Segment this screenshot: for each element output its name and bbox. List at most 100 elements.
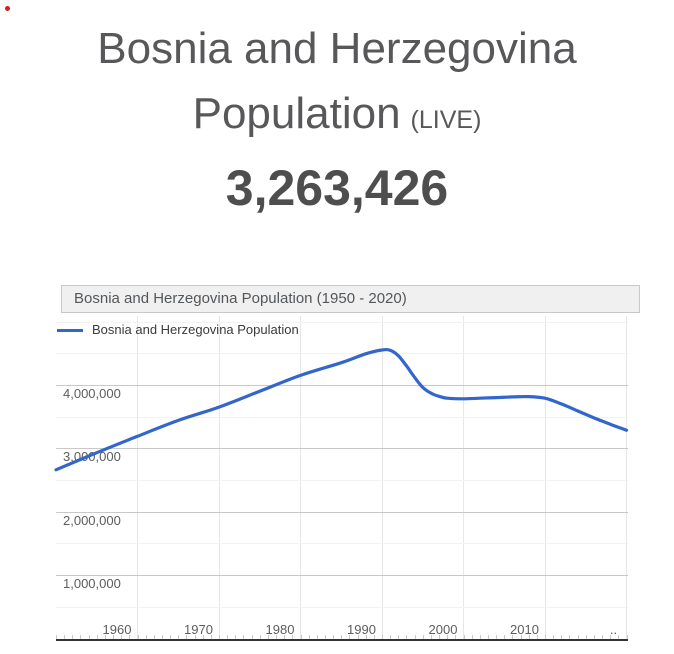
x-axis-tick: [64, 634, 66, 639]
x-axis-tick: [357, 634, 359, 639]
legend-line-swatch: [57, 328, 83, 332]
x-axis-tick: [390, 634, 392, 639]
x-axis-tick: [104, 634, 106, 639]
x-axis-tick: [170, 634, 172, 639]
x-axis-tick: [398, 634, 400, 639]
x-axis-tick: [129, 634, 131, 639]
population-line-series[interactable]: [54, 347, 629, 472]
x-axis-tick: [227, 634, 229, 639]
x-axis-tick: [447, 634, 449, 639]
x-axis-tick: [382, 634, 383, 639]
x-axis-tick: [618, 634, 620, 639]
x-axis-label: 1980: [265, 622, 295, 637]
x-axis-tick: [471, 634, 473, 639]
x-axis-label: 1970: [184, 622, 213, 637]
x-axis-tick: [569, 634, 571, 639]
x-axis-tick: [349, 634, 351, 639]
gridline-vertical: [626, 316, 627, 639]
x-axis-tick: [487, 634, 489, 639]
gridline-vertical: [218, 316, 220, 639]
x-axis-tick: [365, 634, 367, 639]
page-title-line-2: Population (LIVE): [0, 89, 674, 145]
x-axis-label: 1960: [102, 622, 132, 637]
x-axis-tick: [520, 634, 522, 639]
x-axis-tick: [243, 634, 245, 639]
x-axis-tick: [479, 634, 481, 639]
x-axis-tick: [153, 634, 155, 639]
live-population-counter: 3,263,426: [225, 160, 449, 216]
x-axis-tick: [528, 634, 530, 639]
gridline-horizontal-major: [56, 448, 628, 450]
x-axis-tick: [96, 634, 98, 639]
x-axis-tick: [341, 634, 343, 639]
x-axis-tick: [626, 634, 628, 639]
gridline-horizontal-minor: [56, 543, 628, 545]
x-axis-tick: [56, 634, 57, 639]
x-axis-label-truncated: ..: [609, 622, 618, 637]
red-dot-marker: [5, 6, 10, 11]
x-axis-tick: [414, 634, 416, 639]
legend-label: Bosnia and Herzegovina Population: [92, 322, 299, 337]
x-axis-tick: [610, 634, 612, 639]
gridline-horizontal-major: [56, 511, 628, 513]
gridline-vertical: [381, 316, 383, 639]
live-tag: (LIVE): [410, 106, 482, 134]
x-axis-tick: [373, 634, 375, 639]
gridline-vertical: [544, 316, 546, 639]
x-axis-label: 1990: [347, 622, 376, 637]
x-axis-tick: [202, 634, 204, 639]
x-axis-tick: [602, 634, 604, 639]
x-axis-tick: [145, 634, 147, 639]
x-axis-tick: [593, 634, 595, 639]
x-axis-tick: [113, 634, 115, 639]
x-axis-tick: [545, 634, 546, 639]
gridline-horizontal-minor: [56, 416, 628, 418]
x-axis-tick: [194, 634, 196, 639]
page-title-population-word: Population: [192, 89, 401, 138]
gridline-horizontal-major: [56, 575, 628, 577]
gridline-horizontal-minor: [56, 321, 628, 323]
x-axis-tick: [235, 634, 237, 639]
x-axis-tick: [137, 634, 139, 639]
x-axis-tick: [178, 634, 180, 639]
x-axis-tick: [577, 634, 579, 639]
x-axis-line: [56, 638, 628, 641]
x-axis-label: 2000: [428, 622, 458, 637]
x-axis-tick: [284, 634, 286, 639]
x-axis-tick: [292, 634, 294, 639]
population-line-chart-svg: [54, 347, 629, 472]
gridline-horizontal-minor: [56, 353, 628, 355]
x-axis-tick: [324, 634, 326, 639]
x-axis-tick: [430, 634, 432, 639]
x-axis-tick: [186, 634, 188, 639]
x-axis-tick: [219, 634, 220, 639]
gridline-vertical: [137, 316, 138, 639]
x-axis-tick: [121, 634, 123, 639]
x-axis-tick: [80, 634, 82, 639]
x-axis-tick: [406, 634, 408, 639]
x-axis-tick: [536, 634, 538, 639]
x-axis-tick: [259, 634, 261, 639]
page-title-line-1: Bosnia and Herzegovina: [97, 24, 577, 73]
y-axis-label: 2,000,000: [63, 512, 121, 528]
x-axis-tick: [308, 634, 310, 639]
x-axis-tick: [72, 634, 74, 639]
x-axis-tick: [455, 634, 457, 639]
x-axis-tick: [210, 634, 212, 639]
chart-legend: Bosnia and Herzegovina Population: [57, 323, 299, 337]
x-axis-tick: [496, 634, 498, 639]
y-axis-label: 1,000,000: [63, 576, 121, 592]
x-axis-tick: [504, 634, 506, 639]
chart-header-bar: Bosnia and Herzegovina Population (1950 …: [61, 285, 640, 313]
gridline-horizontal-major: [56, 384, 628, 386]
x-axis-tick: [88, 634, 90, 639]
gridline-horizontal-minor: [56, 606, 628, 608]
x-axis-tick: [561, 634, 563, 639]
x-axis-tick: [553, 634, 555, 639]
x-axis-tick: [161, 634, 163, 639]
plot-area[interactable]: 4,000,000 3,000,000 2,000,000 1,000,000 1960…: [54, 316, 629, 646]
x-axis-tick: [316, 634, 318, 639]
x-axis-tick: [251, 634, 253, 639]
x-axis-tick: [512, 634, 514, 639]
